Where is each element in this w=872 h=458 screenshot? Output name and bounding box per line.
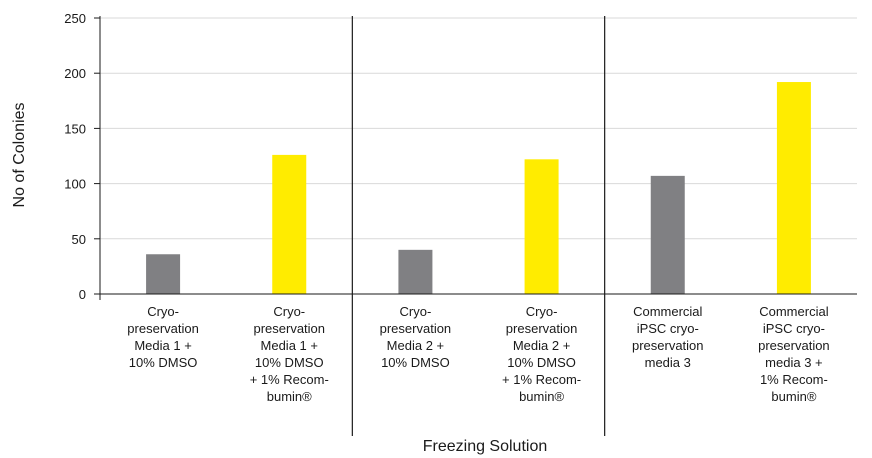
x-category-label: Commercial iPSC cryo- preservation media… [758,304,830,404]
y-tick-label: 150 [64,121,86,136]
y-tick-label: 250 [64,11,86,26]
bar-4 [524,159,559,294]
y-tick-labels: 0 50 100 150 200 250 [64,11,86,302]
bar-3 [398,249,433,294]
x-category-label: Cryo- preservation Media 2 + 10% DMSO + … [502,304,582,404]
x-category-label: Cryo- preservation Media 1 + 10% DMSO + … [249,304,329,404]
x-category-label: Cryo- preservation Media 1 + 10% DMSO [127,304,199,370]
y-tick-label: 50 [72,232,86,247]
bars [146,82,811,294]
y-tick-label: 200 [64,66,86,81]
y-axis-title: No of Colonies [11,103,28,208]
y-tick-label: 0 [79,287,86,302]
x-axis-title: Freezing Solution [423,438,548,455]
bar-5 [650,175,685,294]
x-category-label: Commercial iPSC cryo- preservation media… [631,304,704,370]
bar-6 [776,82,811,294]
bar-2 [272,154,307,294]
gridlines [100,17,857,240]
x-category-label: Cryo- preservation Media 2 + 10% DMSO [379,304,452,370]
group-separators [351,16,606,436]
bar-1 [146,254,181,294]
y-tick-label: 100 [64,177,86,192]
axes [94,16,857,300]
